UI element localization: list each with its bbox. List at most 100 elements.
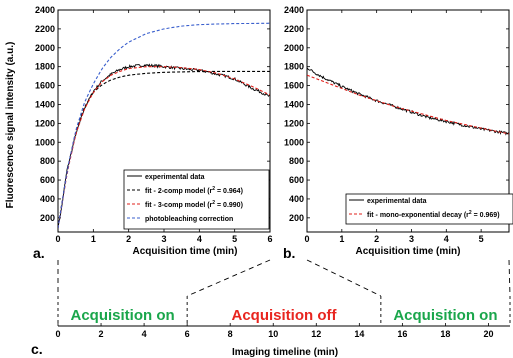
x-tick-label: 4	[444, 234, 449, 244]
panel-a-label: a.	[33, 245, 45, 261]
timeline-axis: 0 2 4 6 8 10 12 14 16 18 20	[55, 323, 510, 339]
panel-c-timeline: 0 2 4 6 8 10 12 14 16 18 20 Acquisition on Acquisit…	[31, 296, 511, 358]
legend-entry: fit - mono-exponential decay (r2 = 0.969…	[367, 210, 500, 219]
timeline-tick-label: 10	[268, 329, 278, 339]
legend-entry: experimental data	[367, 198, 427, 205]
timeline-tick-label: 14	[354, 329, 364, 339]
y-tick-label: 2200	[284, 24, 304, 34]
x-tick-label: 0	[55, 234, 60, 244]
y-tick-label: 400	[289, 194, 304, 204]
x-tick-label: 3	[161, 234, 166, 244]
timeline-tick-label: 6	[185, 329, 190, 339]
panel-c-label: c.	[31, 341, 43, 357]
connector-b-left	[306, 259, 382, 297]
legend-entry: fit - 2-comp model (r2 = 0.964)	[145, 186, 243, 195]
panel-b-label: b.	[283, 245, 295, 261]
y-tick-label: 400	[40, 194, 55, 204]
panel-b-legend: experimental data fit - mono-exponential …	[345, 193, 513, 225]
series-experimental-data	[307, 67, 509, 136]
y-tick-label: 1000	[35, 137, 55, 147]
timeline-segments: Acquisition on Acquisition off Acquisition…	[57, 296, 511, 326]
legend-r2-superscript: 2	[212, 200, 215, 206]
series-photobleaching-correction	[58, 22, 270, 229]
panel-b-chart: 0 1 2 3 4 52004006008001000120014001600180020…	[283, 5, 513, 261]
legend-r2-superscript: 2	[469, 210, 472, 216]
legend-r2-prefix: (r	[205, 202, 212, 209]
zoom-connectors	[57, 259, 511, 297]
panel-a-series	[58, 22, 270, 230]
panel-a-chart: 0 1 2 3 4 5 6 200 400 600 800 1000 1200 1400 1600 1800 2…	[5, 5, 273, 261]
panel-a-axes: 0 1 2 3 4 5 6 200 400 600 800 1000 1200 1400 1600 1800 2…	[35, 5, 273, 244]
legend-r2-value: 0.990	[223, 202, 241, 209]
legend-r2-value: 0.964	[223, 188, 241, 195]
x-tick-label: 2	[374, 234, 379, 244]
y-tick-label: 800	[40, 156, 55, 166]
y-tick-label: 1600	[284, 81, 304, 91]
legend-r2-prefix: (r	[462, 212, 469, 219]
legend-entry-name: fit - 2-comp model	[145, 188, 205, 195]
y-tick-label: 1600	[35, 81, 55, 91]
legend-entry: photobleaching correction	[145, 216, 233, 223]
legend-r2-close: )	[241, 202, 243, 209]
x-tick-label: 3	[409, 234, 414, 244]
timeline-tick-label: 4	[142, 329, 147, 339]
x-tick-label: 2	[126, 234, 131, 244]
x-tick-label: 0	[304, 234, 309, 244]
y-tick-label: 1200	[284, 118, 304, 128]
y-tick-label: 600	[289, 175, 304, 185]
y-tick-label: 800	[289, 156, 304, 166]
legend-r2-eq: =	[472, 212, 480, 219]
panel-b-frame	[306, 9, 510, 233]
timeline-segment-label: Acquisition on	[70, 307, 174, 324]
x-tick-label: 5	[232, 234, 237, 244]
timeline-tick-label: 16	[397, 329, 407, 339]
legend-r2-superscript: 2	[212, 186, 215, 192]
y-tick-label: 1400	[35, 99, 55, 109]
series-fit-3-comp-model	[58, 66, 270, 229]
connector-a-right	[186, 259, 271, 297]
legend-entry: fit - 3-comp model (r2 = 0.990)	[145, 200, 243, 209]
legend-entry-name: fit - 3-comp model	[145, 202, 205, 209]
timeline-tick-label: 2	[99, 329, 104, 339]
y-tick-label: 1000	[284, 137, 304, 147]
y-tick-label: 600	[40, 175, 55, 185]
panel-b-axes: 0 1 2 3 4 52004006008001000120014001600180020…	[284, 5, 509, 244]
panel-a-ylabel: Fluorescence signal intensity (a.u.)	[5, 42, 16, 209]
y-tick-label: 1400	[284, 99, 304, 109]
panel-b-series	[307, 67, 509, 136]
timeline-tick-label: 8	[228, 329, 233, 339]
legend-entry-name: photobleaching correction	[145, 216, 233, 223]
connector-b-right	[508, 259, 511, 297]
x-tick-label: 5	[479, 234, 484, 244]
x-tick-label: 6	[267, 234, 272, 244]
legend-r2-eq: =	[215, 188, 223, 195]
y-tick-label: 1800	[35, 62, 55, 72]
legend-entry-name: experimental data	[367, 198, 427, 205]
x-tick-label: 4	[197, 234, 202, 244]
legend-r2-close: )	[241, 188, 243, 195]
x-tick-label: 1	[339, 234, 344, 244]
y-tick-label: 2000	[35, 43, 55, 53]
panel-a-legend: experimental data fit - 2-comp model (r2 …	[123, 169, 270, 230]
legend-r2-prefix: (r	[205, 188, 212, 195]
legend-entry-name: fit - mono-exponential decay	[367, 212, 462, 219]
y-tick-label: 200	[40, 213, 55, 223]
timeline-segment-label: Acquisition on	[393, 307, 497, 324]
legend-entry: experimental data	[145, 174, 205, 181]
panel-a-xlabel: Acquisition time (min)	[133, 246, 238, 257]
timeline-tick-label: 20	[483, 329, 493, 339]
timeline-tick-label: 12	[311, 329, 321, 339]
y-tick-label: 2200	[35, 24, 55, 34]
timeline-tick-label: 0	[55, 329, 60, 339]
legend-box	[123, 169, 270, 230]
legend-box	[345, 193, 513, 225]
timeline-segment-label: Acquisition off	[232, 307, 338, 324]
y-tick-label: 2400	[284, 5, 304, 15]
timeline-tick-label: 18	[440, 329, 450, 339]
legend-r2-value: 0.969	[480, 212, 498, 219]
legend-r2-close: )	[497, 212, 499, 219]
panel-b-xlabel: Acquisition time (min)	[356, 246, 461, 257]
panel-c-xlabel: Imaging timeline (min)	[232, 347, 338, 358]
y-tick-label: 1800	[284, 62, 304, 72]
